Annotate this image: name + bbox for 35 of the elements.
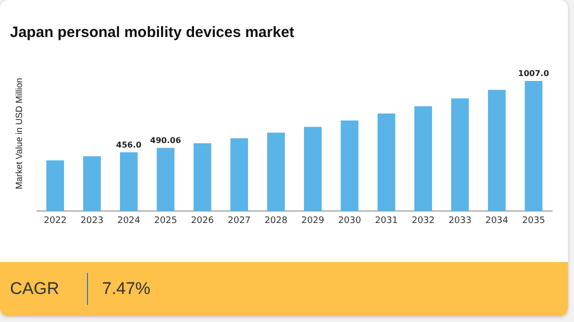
x-tick-label: 2031 [374,216,398,226]
x-tick-label: 2028 [264,216,288,226]
bar [230,138,248,212]
x-tick-label: 2027 [228,216,251,226]
x-tick-label: 2032 [412,216,435,226]
x-tick-label: 2026 [190,216,214,226]
text: CAGR [10,279,60,299]
chart-title: Japan personal mobility devices market [10,24,294,42]
data-label: 490.06 [150,136,182,145]
data-label: 1007.0 [518,69,550,78]
x-tick-label: 2030 [338,216,362,226]
x-tick-label: 2024 [117,216,141,226]
bar [304,126,322,212]
bar [488,90,506,212]
x-tick-label: 2033 [448,216,472,226]
y-axis-title: Market Value in USD Million [14,78,24,190]
x-tick-label: 2034 [485,216,509,226]
x-tick-label: 2025 [154,216,178,226]
x-tick-label: 2035 [522,216,546,226]
bar [194,143,212,212]
bar [524,80,542,212]
bar [120,152,138,212]
bar [378,114,396,212]
bar [340,120,358,212]
x-tick-label: 2029 [301,216,325,226]
bar [267,132,285,212]
bar [451,98,469,212]
text: 7.47% [102,279,150,299]
x-tick-label: 2023 [80,216,104,226]
bar [46,160,64,212]
x-tick-label: 2022 [44,216,67,226]
bar [156,148,174,212]
bar [83,156,101,212]
bar [414,106,432,212]
data-label: 456.0 [116,140,142,150]
